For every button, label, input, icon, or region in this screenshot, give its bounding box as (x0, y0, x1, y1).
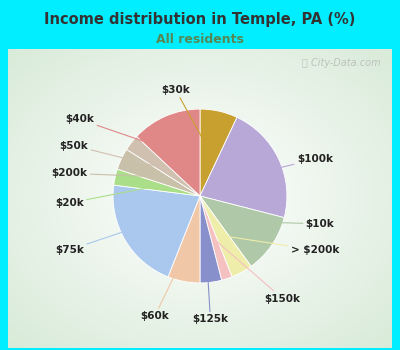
Wedge shape (200, 196, 251, 277)
Text: > $200k: > $200k (222, 236, 339, 255)
Wedge shape (200, 196, 284, 266)
Text: $10k: $10k (237, 219, 334, 229)
Wedge shape (200, 117, 287, 218)
Text: $20k: $20k (55, 186, 156, 208)
Text: $30k: $30k (161, 85, 210, 152)
Text: Income distribution in Temple, PA (%): Income distribution in Temple, PA (%) (44, 12, 356, 27)
Wedge shape (126, 136, 200, 196)
Text: All residents: All residents (156, 33, 244, 46)
Wedge shape (200, 196, 222, 283)
Wedge shape (168, 196, 200, 283)
Wedge shape (113, 185, 200, 277)
Text: $125k: $125k (192, 241, 228, 324)
Wedge shape (200, 196, 232, 280)
Text: $50k: $50k (60, 141, 164, 168)
Text: $40k: $40k (66, 114, 182, 154)
Text: $60k: $60k (140, 240, 192, 321)
Wedge shape (114, 169, 200, 196)
Wedge shape (200, 109, 237, 196)
Text: ⓘ City-Data.com: ⓘ City-Data.com (302, 58, 380, 68)
Wedge shape (117, 149, 200, 196)
Text: $75k: $75k (55, 219, 161, 255)
Text: $150k: $150k (214, 239, 300, 303)
Text: $100k: $100k (241, 154, 333, 177)
Wedge shape (137, 109, 200, 196)
Text: $200k: $200k (52, 168, 159, 178)
